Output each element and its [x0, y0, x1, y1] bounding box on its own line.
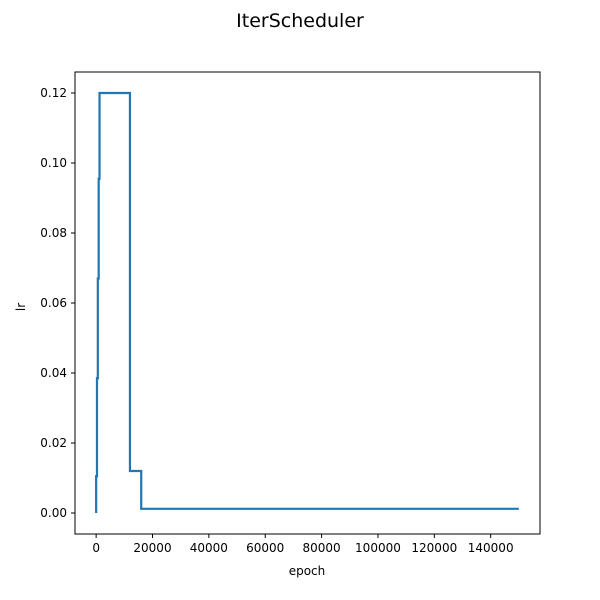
- chart-title: IterScheduler: [236, 10, 364, 32]
- y-tick-label: 0.00: [40, 506, 67, 520]
- x-tick-label: 140000: [468, 541, 514, 555]
- y-tick-label: 0.12: [40, 86, 67, 100]
- x-tick-label: 80000: [302, 541, 340, 555]
- x-tick-label: 100000: [355, 541, 401, 555]
- y-axis-ticks: 0.00 0.02 0.04 0.06 0.08 0.10 0.12: [40, 86, 75, 520]
- x-tick-label: 120000: [411, 541, 457, 555]
- x-tick-label: 40000: [190, 541, 228, 555]
- y-tick-label: 0.04: [40, 366, 67, 380]
- series-line-0: [95, 91, 519, 513]
- y-tick-label: 0.10: [40, 156, 67, 170]
- y-tick-label: 0.02: [40, 436, 67, 450]
- y-axis-label: lr: [14, 303, 28, 311]
- y-tick-label: 0.08: [40, 226, 67, 240]
- x-tick-label: 60000: [246, 541, 284, 555]
- y-tick-label: 0.06: [40, 296, 67, 310]
- plot-area: [74, 71, 541, 535]
- plot-frame: [74, 71, 541, 535]
- x-tick-label: 0: [92, 541, 100, 555]
- x-tick-label: 20000: [133, 541, 171, 555]
- x-axis-ticks: 0 20000 40000 60000 80000 100000 120000 140000: [92, 534, 514, 555]
- x-axis-label: epoch: [289, 564, 326, 578]
